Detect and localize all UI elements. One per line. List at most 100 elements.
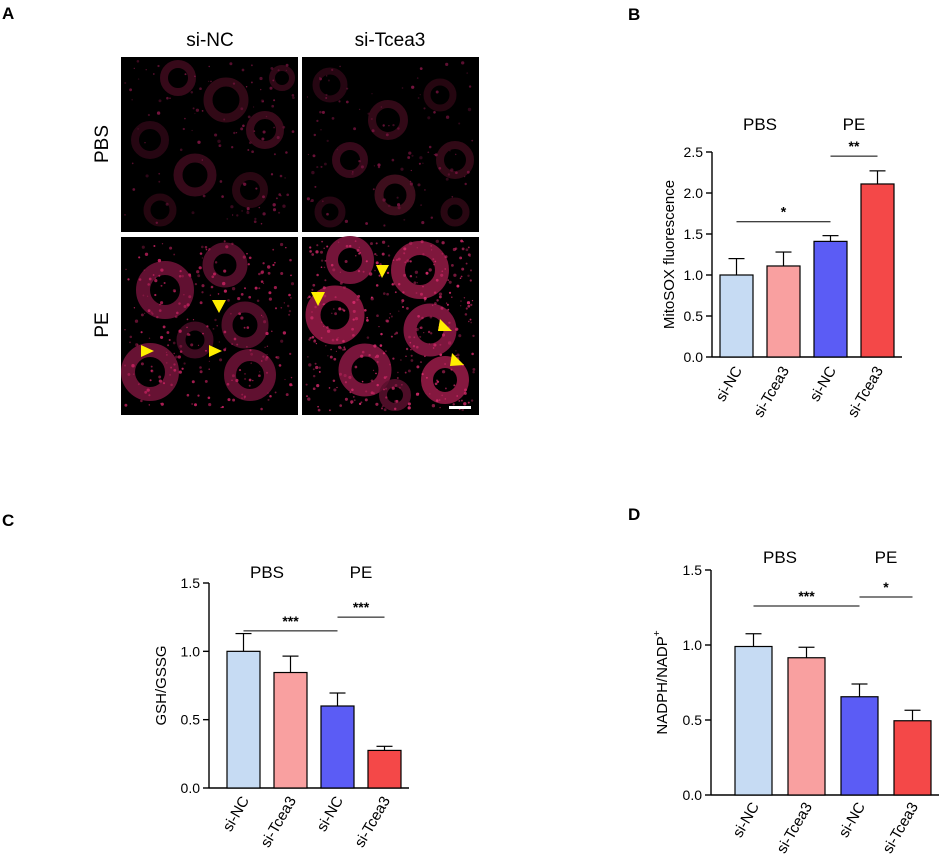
speckle <box>375 354 380 358</box>
speckle <box>153 244 156 248</box>
speckle <box>248 295 252 299</box>
speckle <box>460 257 462 259</box>
speckle <box>214 318 217 322</box>
group-label: PBS <box>743 115 777 134</box>
speckle <box>273 99 276 102</box>
speckle <box>285 151 288 154</box>
speckle <box>156 315 159 319</box>
speckle <box>370 242 373 246</box>
speckle <box>276 135 280 140</box>
speckle <box>453 384 456 387</box>
speckle <box>469 279 472 282</box>
speckle <box>235 378 239 383</box>
speckle <box>407 406 411 410</box>
speckle <box>356 248 360 252</box>
speckle <box>365 390 368 393</box>
speckle <box>432 347 435 349</box>
speckle <box>463 402 467 406</box>
arrowhead-marker <box>450 353 464 366</box>
speckle <box>284 378 286 381</box>
speckle <box>282 204 286 208</box>
speckle <box>316 273 319 277</box>
speckle <box>337 337 339 339</box>
speckle <box>374 252 377 256</box>
speckle <box>170 383 173 387</box>
speckle <box>438 166 442 170</box>
speckle <box>156 111 161 115</box>
speckle <box>467 246 470 249</box>
speckle <box>395 331 399 335</box>
speckle <box>168 338 171 342</box>
speckle <box>335 350 337 352</box>
speckle <box>317 408 321 412</box>
speckle <box>314 185 317 188</box>
speckle <box>241 397 243 399</box>
significance-label: * <box>781 204 787 220</box>
speckle <box>447 308 450 311</box>
speckle <box>321 321 323 324</box>
group-label: PE <box>843 115 866 134</box>
speckle <box>460 305 462 307</box>
speckle <box>243 182 247 186</box>
speckle <box>404 371 407 374</box>
speckle <box>382 124 385 127</box>
speckle <box>179 269 182 273</box>
speckle <box>464 182 467 186</box>
speckle <box>337 241 340 244</box>
speckle <box>410 354 413 357</box>
significance-label: *** <box>353 599 370 615</box>
speckle <box>184 117 186 120</box>
speckle <box>401 87 404 89</box>
speckle <box>460 275 463 278</box>
speckle <box>291 93 295 97</box>
speckle <box>430 249 433 251</box>
panel-letter: B <box>628 5 640 24</box>
speckle <box>332 268 336 272</box>
speckle <box>202 332 204 335</box>
speckle <box>425 271 429 275</box>
speckle <box>166 331 170 334</box>
speckle <box>328 387 331 389</box>
x-category-label: si-NC <box>806 363 840 404</box>
speckle <box>233 131 236 135</box>
speckle <box>404 261 407 264</box>
speckle <box>455 328 457 331</box>
speckle <box>422 162 424 164</box>
significance-label: *** <box>282 613 299 629</box>
speckle <box>260 407 263 411</box>
speckle <box>455 350 457 352</box>
speckle <box>157 64 160 68</box>
speckle <box>231 379 233 381</box>
arrowhead-marker <box>141 345 154 357</box>
speckle <box>317 405 319 408</box>
speckle <box>318 370 321 373</box>
speckle <box>421 373 424 376</box>
speckle <box>285 69 288 72</box>
speckle <box>403 218 406 221</box>
speckle <box>272 248 275 251</box>
speckle <box>382 352 385 355</box>
speckle <box>391 158 395 162</box>
cell-staining-pbs-si-tcea3 <box>306 61 474 228</box>
bar <box>719 274 754 358</box>
speckle <box>260 88 262 91</box>
speckle <box>319 250 324 254</box>
speckle <box>158 375 162 379</box>
speckle <box>451 195 454 198</box>
speckle <box>435 239 439 244</box>
speckle <box>376 314 379 318</box>
speckle <box>305 383 308 386</box>
speckle <box>311 288 314 291</box>
speckle <box>463 297 466 299</box>
speckle <box>147 283 151 286</box>
speckle <box>229 62 233 66</box>
speckle <box>362 270 365 273</box>
x-category-label: si-NC <box>729 799 763 840</box>
speckle <box>323 325 325 327</box>
speckle <box>289 383 292 386</box>
cell-staining-pe-si-nc <box>121 240 295 411</box>
speckle <box>397 206 401 210</box>
speckle <box>464 388 467 392</box>
speckle <box>470 399 474 402</box>
